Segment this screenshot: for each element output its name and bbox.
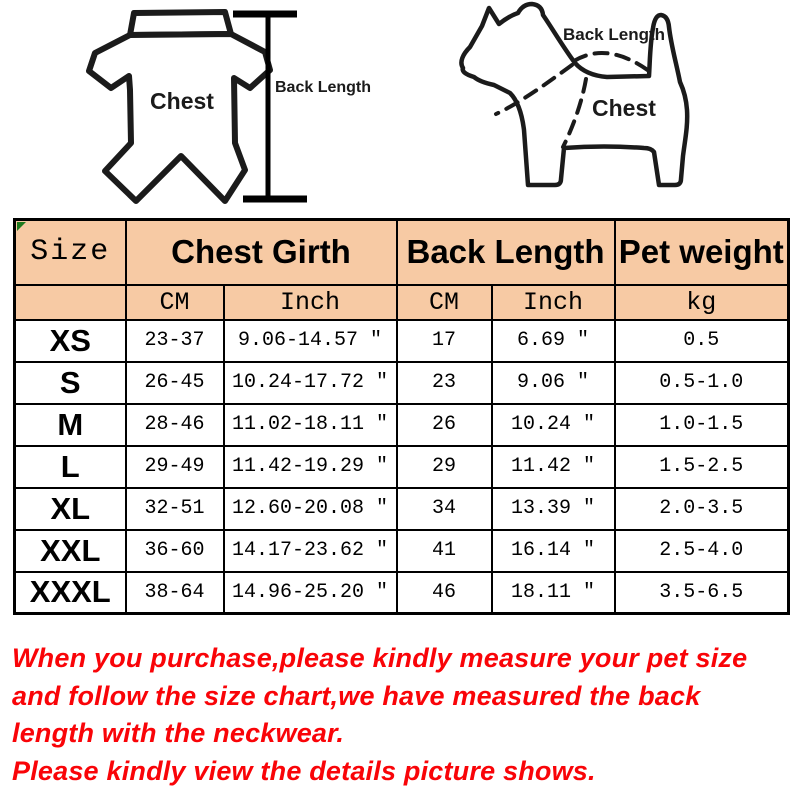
note-line: and follow the size chart,we have measur… bbox=[12, 680, 701, 711]
chest-cm-value: 23-37 bbox=[124, 318, 225, 363]
table-row-m: M 28-46 11.02-18.11 ″ 26 10.24 ″ 1.0-1.5 bbox=[13, 402, 790, 447]
chest-cm-value: 28-46 bbox=[124, 402, 225, 447]
weight-value: 2.0-3.5 bbox=[613, 486, 790, 531]
column-header-chest-girth: Chest Girth bbox=[124, 218, 398, 286]
dog-chest-label: Chest bbox=[592, 95, 656, 121]
unit-chest-inch: Inch bbox=[222, 283, 398, 321]
column-header-pet-weight: Pet weight bbox=[613, 218, 790, 286]
dog-back-length-label: Back Length bbox=[563, 25, 665, 44]
size-label: XXXL bbox=[13, 570, 127, 615]
back-inch-value: 10.24 ″ bbox=[490, 402, 616, 447]
column-header-back-length: Back Length bbox=[395, 218, 616, 286]
dog-outline bbox=[459, 1, 690, 188]
unit-back-cm: CM bbox=[395, 283, 493, 321]
garment-outline bbox=[86, 31, 273, 204]
table-row-xxl: XXL 36-60 14.17-23.62 ″ 41 16.14 ″ 2.5-4… bbox=[13, 528, 790, 573]
dog-neck-dash-line bbox=[494, 63, 574, 116]
chest-inch-value: 11.42-19.29 ″ bbox=[222, 444, 398, 489]
back-cm-value: 41 bbox=[395, 528, 493, 573]
back-cm-value: 29 bbox=[395, 444, 493, 489]
dog-back-length-dash-line bbox=[572, 51, 651, 73]
garment-back-length-label: Back Length bbox=[275, 79, 371, 96]
unit-chest-cm: CM bbox=[124, 283, 225, 321]
weight-value: 1.0-1.5 bbox=[613, 402, 790, 447]
weight-value: 1.5-2.5 bbox=[613, 444, 790, 489]
unit-back-inch: Inch bbox=[490, 283, 616, 321]
unit-weight-kg: kg bbox=[613, 283, 790, 321]
chest-cm-value: 32-51 bbox=[124, 486, 225, 531]
excel-corner-marker bbox=[17, 222, 26, 231]
purchase-note: When you purchase,please kindly measure … bbox=[12, 640, 792, 790]
chest-cm-value: 38-64 bbox=[124, 570, 225, 615]
size-label: S bbox=[13, 360, 127, 405]
chest-inch-value: 12.60-20.08 ″ bbox=[222, 486, 398, 531]
chest-inch-value: 14.96-25.20 ″ bbox=[222, 570, 398, 615]
unit-cell-empty bbox=[13, 283, 127, 321]
table-unit-row: CM Inch CM Inch kg bbox=[13, 283, 790, 321]
back-inch-value: 13.39 ″ bbox=[490, 486, 616, 531]
back-inch-value: 18.11 ″ bbox=[490, 570, 616, 615]
back-cm-value: 26 bbox=[395, 402, 493, 447]
table-row-xxxl: XXXL 38-64 14.96-25.20 ″ 46 18.11 ″ 3.5-… bbox=[13, 570, 790, 615]
chest-cm-value: 29-49 bbox=[124, 444, 225, 489]
back-inch-value: 11.42 ″ bbox=[490, 444, 616, 489]
size-label: XL bbox=[13, 486, 127, 531]
back-cm-value: 23 bbox=[395, 360, 493, 405]
chest-inch-value: 14.17-23.62 ″ bbox=[222, 528, 398, 573]
table-header-row: Size Chest Girth Back Length Pet weight bbox=[13, 218, 790, 286]
table-row-l: L 29-49 11.42-19.29 ″ 29 11.42 ″ 1.5-2.5 bbox=[13, 444, 790, 489]
back-inch-value: 16.14 ″ bbox=[490, 528, 616, 573]
table-row-xl: XL 32-51 12.60-20.08 ″ 34 13.39 ″ 2.0-3.… bbox=[13, 486, 790, 531]
dog-chest-girth-dash-line bbox=[561, 77, 588, 149]
back-cm-value: 46 bbox=[395, 570, 493, 615]
chest-inch-value: 9.06-14.57 ″ bbox=[222, 318, 398, 363]
size-label: M bbox=[13, 402, 127, 447]
garment-diagram: Chest Back Length bbox=[86, 9, 371, 204]
back-inch-value: 6.69 ″ bbox=[490, 318, 616, 363]
back-cm-value: 17 bbox=[395, 318, 493, 363]
weight-value: 0.5 bbox=[613, 318, 790, 363]
chest-cm-value: 26-45 bbox=[124, 360, 225, 405]
weight-value: 2.5-4.0 bbox=[613, 528, 790, 573]
dog-diagram: Back Length Chest bbox=[459, 1, 690, 188]
size-table-wrap: Size Chest Girth Back Length Pet weight … bbox=[13, 218, 791, 615]
size-label: L bbox=[13, 444, 127, 489]
garment-chest-label: Chest bbox=[150, 88, 214, 114]
weight-value: 3.5-6.5 bbox=[613, 570, 790, 615]
size-label: XXL bbox=[13, 528, 127, 573]
size-label: XS bbox=[13, 318, 127, 363]
note-line: length with the neckwear. bbox=[12, 718, 345, 748]
column-header-size: Size bbox=[13, 218, 127, 286]
note-line: Please kindly view the details picture s… bbox=[12, 755, 596, 786]
back-inch-value: 9.06 ″ bbox=[490, 360, 616, 405]
weight-value: 0.5-1.0 bbox=[613, 360, 790, 405]
size-table: Size Chest Girth Back Length Pet weight … bbox=[13, 218, 791, 615]
chest-inch-value: 11.02-18.11 ″ bbox=[222, 402, 398, 447]
back-cm-value: 34 bbox=[395, 486, 493, 531]
chest-cm-value: 36-60 bbox=[124, 528, 225, 573]
note-line: When you purchase,please kindly measure … bbox=[12, 643, 748, 673]
chest-inch-value: 10.24-17.72 ″ bbox=[222, 360, 398, 405]
table-row-xs: XS 23-37 9.06-14.57 ″ 17 6.69 ″ 0.5 bbox=[13, 318, 790, 363]
table-row-s: S 26-45 10.24-17.72 ″ 23 9.06 ″ 0.5-1.0 bbox=[13, 360, 790, 405]
